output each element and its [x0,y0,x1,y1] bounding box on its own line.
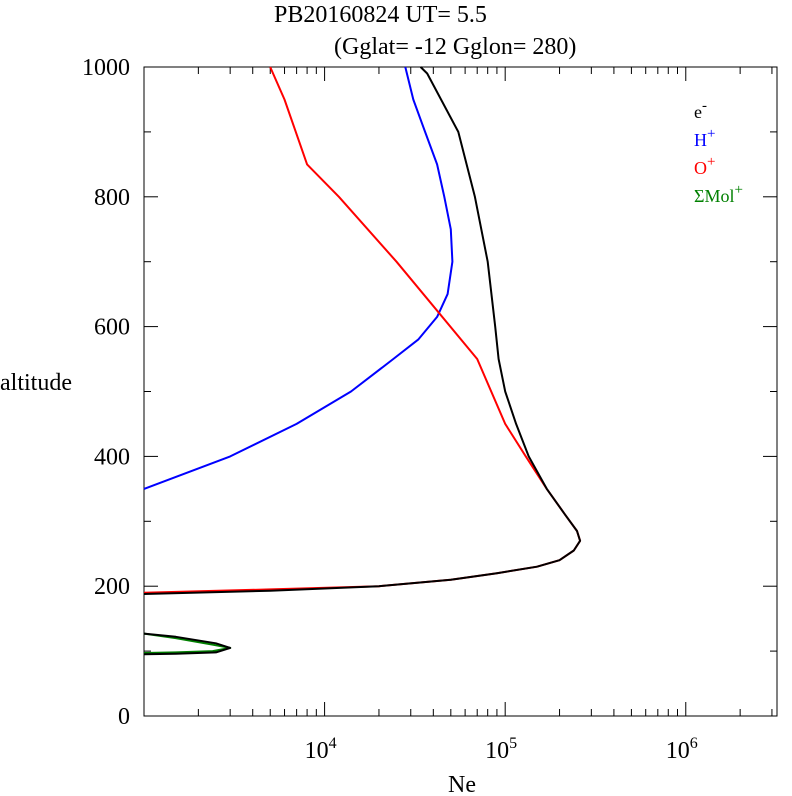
chart-title-line2: (Gglat= -12 Gglon= 280) [334,34,576,60]
y-tick-label: 400 [94,444,130,470]
legend: e- H+ O+ ΣMol+ [694,98,743,206]
series-line-hplus [143,66,454,490]
x-axis: 104 105 106 [143,67,773,764]
y-axis: 0 200 400 600 800 1000 [82,55,777,730]
legend-entry: e- [694,98,707,122]
y-axis-label: altitude [0,370,72,396]
y-tick-label: 600 [94,315,130,341]
series-layer [143,66,582,656]
y-tick-label: 200 [94,574,130,600]
series-line-e-low [143,632,232,656]
y-tick-label: 0 [118,704,130,730]
plot-frame [143,66,778,717]
x-axis-label: Ne [448,772,476,796]
x-tick-label: 106 [666,735,698,764]
series-line-oplus [143,66,582,594]
x-tick-label: 105 [485,735,517,764]
x-tick-label: 104 [305,735,337,764]
legend-entry: ΣMol+ [694,182,743,206]
legend-entry: H+ [694,126,715,150]
y-tick-label: 800 [94,185,130,211]
chart-title-line1: PB20160824 UT= 5.5 [274,2,487,28]
legend-entry: O+ [694,154,715,178]
y-tick-label: 1000 [82,55,130,81]
series-line-e [143,66,582,595]
